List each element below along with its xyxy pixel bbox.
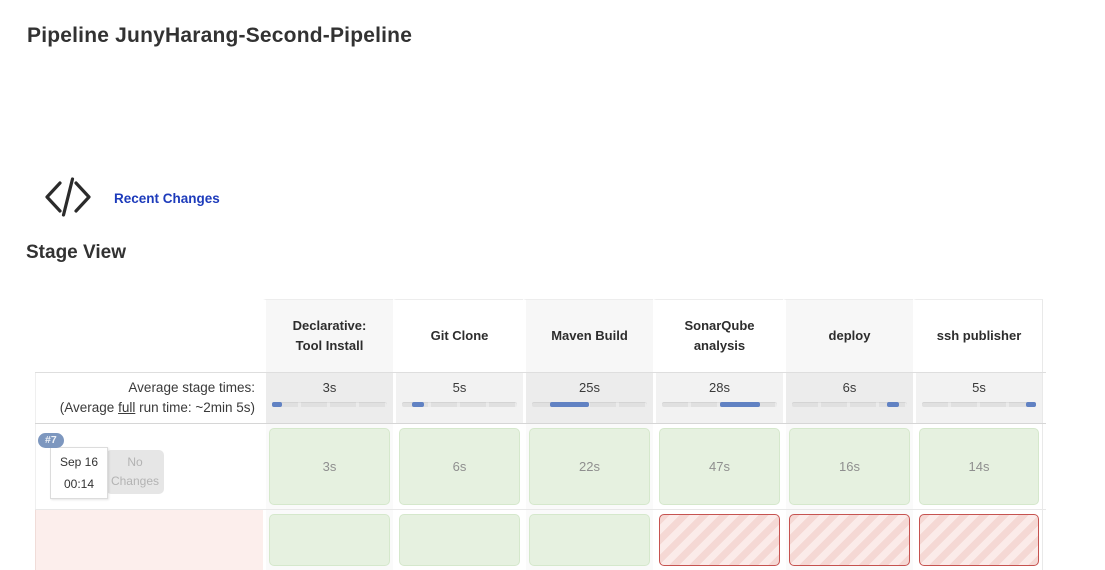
- build-row-7: #7 Sep 16 00:14 No Changes 3s 6s 22s 47s 16s…: [35, 424, 1046, 510]
- header-spacer-cell: [35, 299, 263, 372]
- stage-average-2: 5s: [393, 373, 523, 423]
- run-1-stage-result-4[interactable]: 47s: [659, 428, 780, 505]
- stage-average-1: 3s: [263, 373, 393, 423]
- stage-average-6: 5s: [913, 373, 1043, 423]
- build-date: Sep 16: [59, 455, 99, 470]
- stage-average-3: 25s: [523, 373, 653, 423]
- run-1-stage-result-2[interactable]: 6s: [399, 428, 520, 505]
- stage-timeline-bar: [922, 402, 1036, 407]
- run-2-stage-result-2[interactable]: [399, 514, 520, 566]
- page-title: Pipeline JunyHarang-Second-Pipeline: [27, 24, 413, 47]
- run-1-stage-cell-4: 47s: [653, 424, 783, 509]
- build-info-cell: #7 Sep 16 00:14 No Changes: [35, 424, 263, 509]
- stage-timeline-bar: [662, 402, 777, 407]
- stage-timeline-bar: [402, 402, 517, 407]
- run-2-stage-result-6[interactable]: [919, 514, 1039, 566]
- run-2-stage-cell-5: [783, 510, 913, 570]
- run-1-stage-result-5[interactable]: 16s: [789, 428, 910, 505]
- run-1-stage-cell-6: 14s: [913, 424, 1043, 509]
- run-2-stage-result-3[interactable]: [529, 514, 650, 566]
- stage-timeline-bar-fill: [1025, 402, 1036, 407]
- run-2-stage-cell-3: [523, 510, 653, 570]
- stage-timeline-bar: [532, 402, 647, 407]
- recent-changes-section: Recent Changes: [44, 176, 220, 218]
- build-row-partial: [35, 510, 1046, 570]
- run-1-stage-cell-2: 6s: [393, 424, 523, 509]
- stage-timeline-bar-fill: [550, 402, 590, 407]
- stage-average-time: 6s: [842, 380, 857, 395]
- stage-view-table: Declarative: Tool Install Git Clone Maven …: [35, 299, 1046, 570]
- stage-timeline-bar: [272, 402, 387, 407]
- code-icon: [45, 177, 91, 217]
- run-1-stage-result-3[interactable]: 22s: [529, 428, 650, 505]
- stage-header-4: SonarQube analysis: [653, 299, 783, 372]
- no-changes-label: No Changes: [106, 450, 164, 494]
- stage-timeline-bar-fill: [887, 402, 899, 407]
- stage-header-5: deploy: [783, 299, 913, 372]
- failed-build-info-cell: [35, 510, 263, 570]
- stage-header-3: Maven Build: [523, 299, 653, 372]
- average-times-row: Average stage times: (Average full run t…: [35, 372, 1046, 424]
- stage-timeline-bar-fill: [412, 402, 424, 407]
- run-1-stage-cell-5: 16s: [783, 424, 913, 509]
- stage-average-time: 28s: [709, 380, 730, 395]
- average-stage-times-label: Average stage times:: [128, 380, 255, 395]
- stage-average-time: 25s: [579, 380, 600, 395]
- stage-timeline-bar: [792, 402, 907, 407]
- build-date-link[interactable]: Sep 16 00:14: [50, 447, 108, 499]
- build-number-badge[interactable]: #7: [38, 433, 64, 448]
- run-2-stage-cell-2: [393, 510, 523, 570]
- run-2-stage-result-5[interactable]: [789, 514, 910, 566]
- stage-header-2: Git Clone: [393, 299, 523, 372]
- stage-average-time: 5s: [452, 380, 467, 395]
- recent-changes-link[interactable]: Recent Changes: [114, 190, 220, 206]
- stage-timeline-bar-fill: [272, 402, 283, 407]
- average-times-caption: Average stage times: (Average full run t…: [35, 373, 263, 423]
- stage-average-5: 6s: [783, 373, 913, 423]
- run-2-stage-cell-1: [263, 510, 393, 570]
- stage-header-row: Declarative: Tool Install Git Clone Maven …: [35, 299, 1046, 372]
- stage-average-time: 5s: [972, 380, 986, 395]
- run-2-stage-cell-4: [653, 510, 783, 570]
- stage-header-1: Declarative: Tool Install: [263, 299, 393, 372]
- run-1-stage-result-1[interactable]: 3s: [269, 428, 390, 505]
- stage-header-6: ssh publisher: [913, 299, 1043, 372]
- run-1-stage-cell-3: 22s: [523, 424, 653, 509]
- average-run-time-label: (Average full run time: ~2min 5s): [59, 400, 255, 416]
- run-1-stage-result-6[interactable]: 14s: [919, 428, 1039, 505]
- stage-view-heading: Stage View: [26, 242, 126, 263]
- run-1-stage-cell-1: 3s: [263, 424, 393, 509]
- build-time: 00:14: [63, 476, 95, 491]
- stage-average-time: 3s: [322, 380, 337, 395]
- run-2-stage-result-4[interactable]: [659, 514, 780, 566]
- stage-average-4: 28s: [653, 373, 783, 423]
- run-2-stage-cell-6: [913, 510, 1043, 570]
- run-2-stage-result-1[interactable]: [269, 514, 390, 566]
- stage-timeline-bar-fill: [719, 402, 760, 407]
